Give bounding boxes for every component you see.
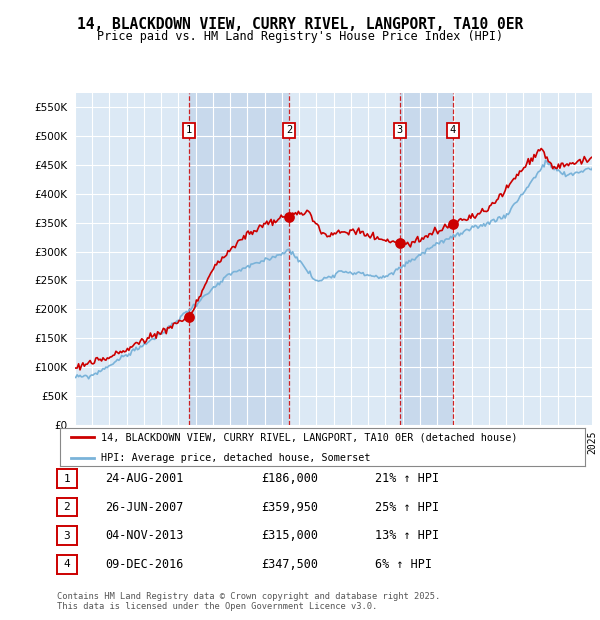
Bar bbox=[289, 93, 400, 425]
Text: 14, BLACKDOWN VIEW, CURRY RIVEL, LANGPORT, TA10 0ER: 14, BLACKDOWN VIEW, CURRY RIVEL, LANGPOR… bbox=[77, 17, 523, 32]
Point bbox=[448, 219, 458, 229]
Text: 1: 1 bbox=[64, 474, 70, 484]
Text: 2: 2 bbox=[64, 502, 70, 512]
Text: Contains HM Land Registry data © Crown copyright and database right 2025.: Contains HM Land Registry data © Crown c… bbox=[57, 592, 440, 601]
Text: 14, BLACKDOWN VIEW, CURRY RIVEL, LANGPORT, TA10 0ER (detached house): 14, BLACKDOWN VIEW, CURRY RIVEL, LANGPOR… bbox=[101, 432, 517, 443]
Bar bbox=[453, 93, 592, 425]
Text: 3: 3 bbox=[64, 531, 70, 541]
Text: £186,000: £186,000 bbox=[261, 472, 318, 485]
Text: 13% ↑ HPI: 13% ↑ HPI bbox=[375, 529, 439, 542]
Text: 6% ↑ HPI: 6% ↑ HPI bbox=[375, 558, 432, 570]
Text: 04-NOV-2013: 04-NOV-2013 bbox=[105, 529, 184, 542]
Text: 4: 4 bbox=[450, 125, 456, 136]
Text: 2: 2 bbox=[286, 125, 292, 136]
Text: HPI: Average price, detached house, Somerset: HPI: Average price, detached house, Some… bbox=[101, 453, 370, 463]
Bar bbox=[400, 93, 453, 425]
Text: 24-AUG-2001: 24-AUG-2001 bbox=[105, 472, 184, 485]
Text: 25% ↑ HPI: 25% ↑ HPI bbox=[375, 501, 439, 513]
Text: £315,000: £315,000 bbox=[261, 529, 318, 542]
Point bbox=[184, 312, 194, 322]
Text: This data is licensed under the Open Government Licence v3.0.: This data is licensed under the Open Gov… bbox=[57, 602, 377, 611]
Bar bbox=[189, 93, 289, 425]
Text: Price paid vs. HM Land Registry's House Price Index (HPI): Price paid vs. HM Land Registry's House … bbox=[97, 30, 503, 43]
Text: 26-JUN-2007: 26-JUN-2007 bbox=[105, 501, 184, 513]
Bar bbox=[75, 93, 189, 425]
Text: 4: 4 bbox=[64, 559, 70, 569]
Point bbox=[284, 212, 294, 222]
Text: 21% ↑ HPI: 21% ↑ HPI bbox=[375, 472, 439, 485]
Text: £347,500: £347,500 bbox=[261, 558, 318, 570]
Text: 09-DEC-2016: 09-DEC-2016 bbox=[105, 558, 184, 570]
Text: 1: 1 bbox=[186, 125, 193, 136]
Point bbox=[395, 238, 404, 248]
Text: 3: 3 bbox=[397, 125, 403, 136]
Text: £359,950: £359,950 bbox=[261, 501, 318, 513]
